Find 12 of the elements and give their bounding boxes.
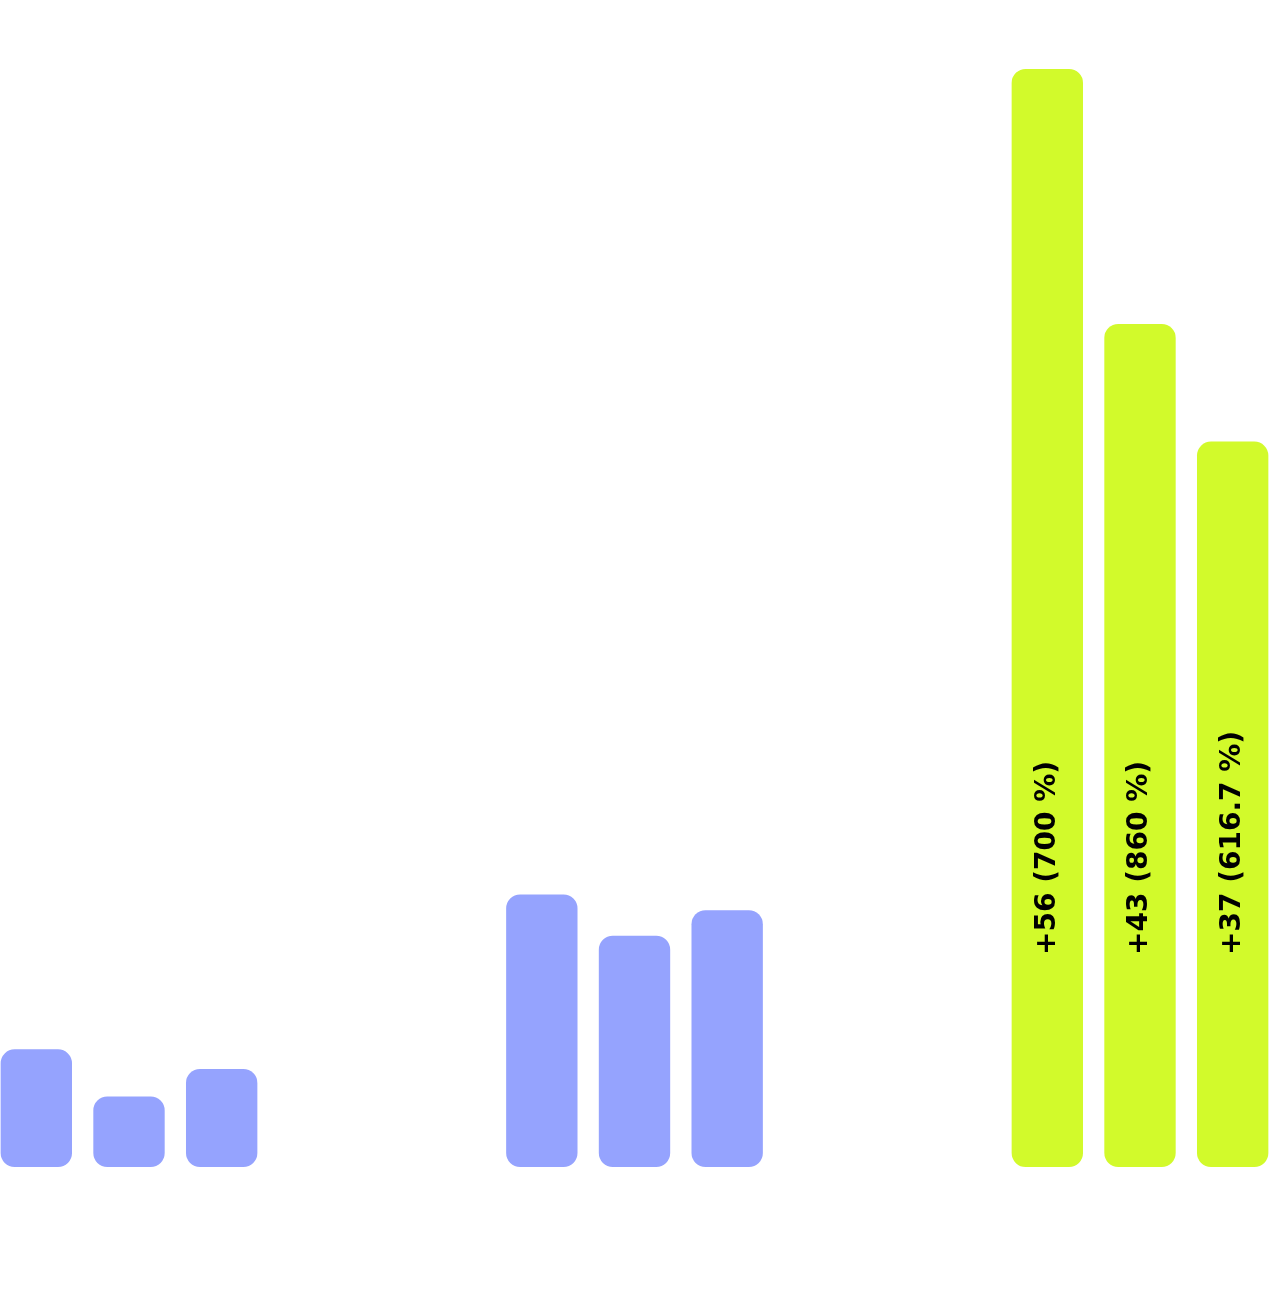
bar (1011, 69, 1084, 1167)
data-label: +43 (860 %) (1121, 760, 1155, 955)
bar (0, 1049, 73, 1167)
bar (598, 935, 671, 1167)
bar (506, 894, 578, 1167)
data-label: +37 (616.7 %) (1213, 730, 1247, 955)
bar (691, 910, 763, 1167)
bar (93, 1096, 165, 1167)
data-label: +56 (700 %) (1028, 760, 1062, 955)
bar (1104, 323, 1176, 1167)
bar (186, 1068, 258, 1167)
bar (1196, 441, 1269, 1167)
